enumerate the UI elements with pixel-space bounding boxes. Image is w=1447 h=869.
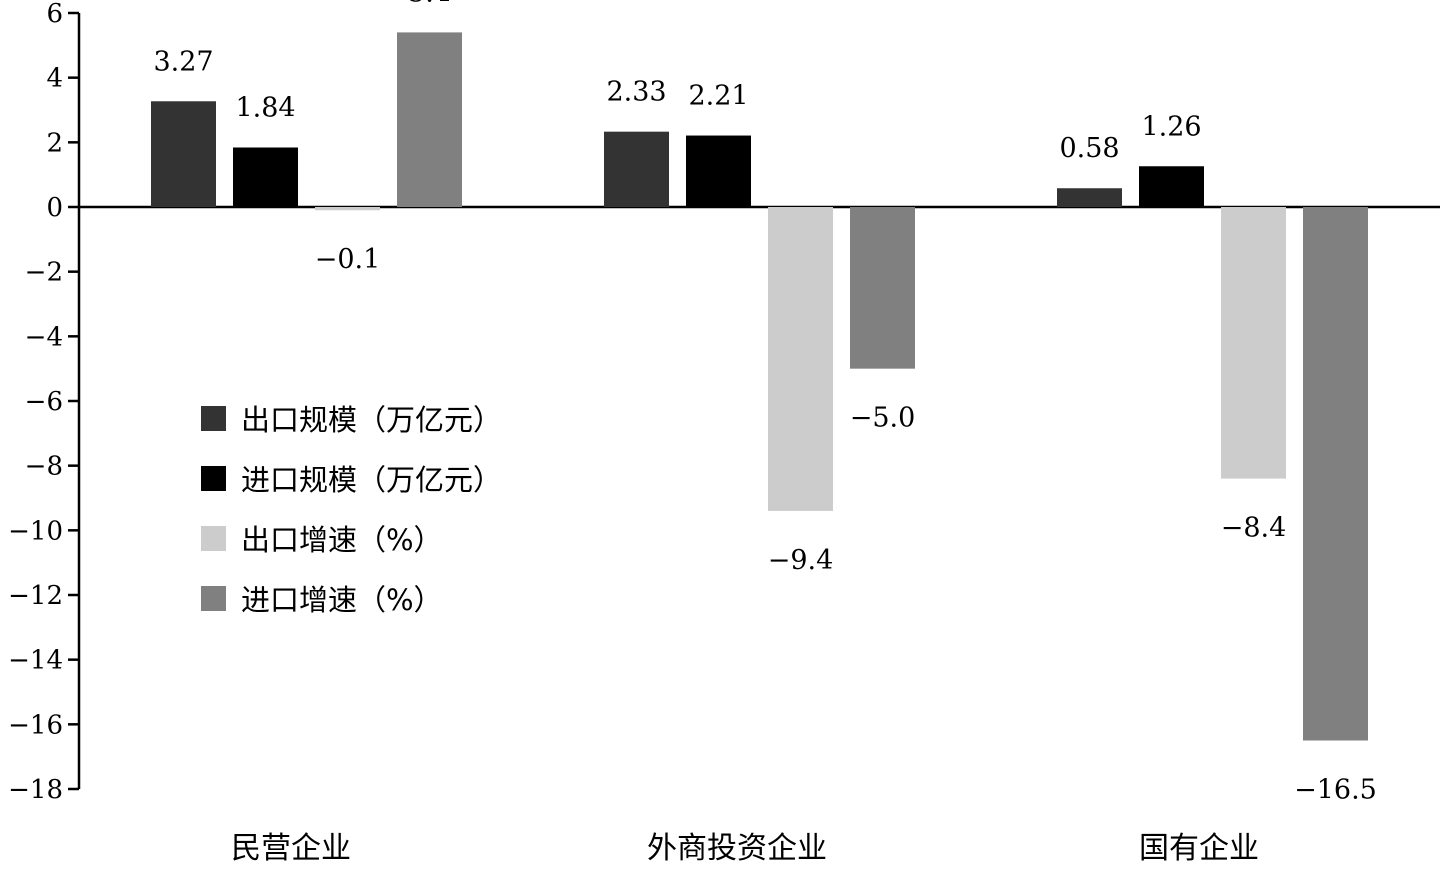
y-tick-label: −14 — [8, 646, 63, 676]
data-label: 3.27 — [153, 46, 213, 77]
x-category-label: 外商投资企业 — [647, 831, 827, 866]
data-label: 1.84 — [235, 93, 295, 124]
legend-swatch — [201, 526, 226, 551]
bar-3-1 — [315, 207, 380, 211]
x-category-label: 民营企业 — [231, 831, 351, 866]
data-label: −16.5 — [1294, 775, 1377, 806]
bar-1-3 — [1057, 188, 1122, 207]
data-label: 2.33 — [606, 77, 666, 108]
y-tick-label: −12 — [8, 581, 63, 611]
legend-swatch — [201, 586, 226, 611]
y-tick-label: 2 — [46, 128, 63, 158]
legend-label: 出口规模（万亿元） — [241, 403, 502, 437]
legend-label: 进口增速（%） — [241, 583, 443, 617]
y-tick-label: 0 — [46, 193, 63, 223]
bar-4-3 — [1303, 207, 1368, 741]
data-label: 1.26 — [1141, 111, 1201, 142]
data-label: 0.58 — [1059, 133, 1119, 164]
legend-swatch — [201, 406, 226, 431]
bar-2-2 — [686, 135, 751, 207]
data-label: 2.21 — [688, 81, 748, 112]
data-label: −9.4 — [768, 545, 834, 576]
data-label: 5.4 — [408, 0, 451, 8]
bar-3-2 — [768, 207, 833, 511]
axis-layer: 6 4 2 0 −2 −4 −6 −8 −10 −12 −14 −16 −18 民营企业 外商投资企业 国有企… — [8, 0, 1440, 866]
y-tick-label: −16 — [8, 710, 63, 740]
bars-layer — [151, 32, 1368, 741]
y-tick-label: −10 — [8, 516, 63, 546]
data-label: −8.4 — [1221, 513, 1287, 544]
legend-label: 进口规模（万亿元） — [241, 463, 502, 497]
data-label: −5.0 — [850, 403, 916, 434]
legend-label: 出口增速（%） — [241, 523, 443, 557]
y-tick-label: −4 — [25, 322, 63, 352]
legend-swatch — [201, 466, 226, 491]
bar-2-3 — [1139, 166, 1204, 207]
bar-4-2 — [850, 207, 915, 369]
y-tick-label: −6 — [25, 387, 63, 417]
y-tick-label: −2 — [25, 258, 63, 288]
data-labels-layer: 3.27 1.84 −0.1 5.4 2.33 2.21 −9.4 −5.0 0.58 1.26 −… — [153, 0, 1377, 806]
bar-2-1 — [233, 147, 298, 207]
legend: 出口规模（万亿元） 进口规模（万亿元） 出口增速（%） 进口增速（%） — [201, 403, 502, 617]
bar-1-2 — [604, 131, 669, 207]
x-category-label: 国有企业 — [1139, 831, 1259, 866]
data-label: −0.1 — [315, 244, 381, 275]
y-tick-label: −8 — [25, 452, 63, 482]
y-tick-label: −18 — [8, 775, 63, 805]
bar-3-3 — [1221, 207, 1286, 479]
y-tick-label: 6 — [46, 0, 63, 29]
bar-1-1 — [151, 101, 216, 207]
bar-4-1 — [397, 32, 462, 208]
y-tick-label: 4 — [46, 64, 63, 94]
